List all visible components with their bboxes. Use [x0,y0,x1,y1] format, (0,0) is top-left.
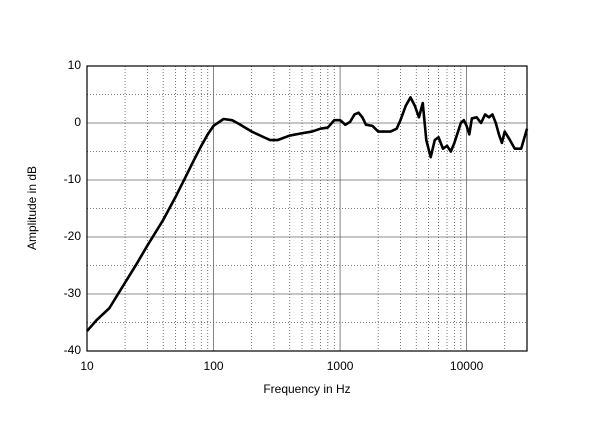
y-tick-label: -40 [64,343,82,357]
x-tick-label: 1000 [327,359,354,373]
y-tick-label: -20 [64,229,82,243]
x-tick-label: 100 [204,359,224,373]
response-line [86,96,529,332]
x-axis-label: Frequency in Hz [263,382,350,396]
y-tick-label: 0 [74,115,81,129]
x-tick-label: 10 [80,359,94,373]
y-axis-label: Amplitude in dB [25,166,39,250]
x-tick-label: 10000 [450,359,484,373]
y-tick-label: -10 [64,172,82,186]
y-tick-label: -30 [64,286,82,300]
plot-frame [86,65,528,352]
y-tick-label: 10 [68,58,82,72]
